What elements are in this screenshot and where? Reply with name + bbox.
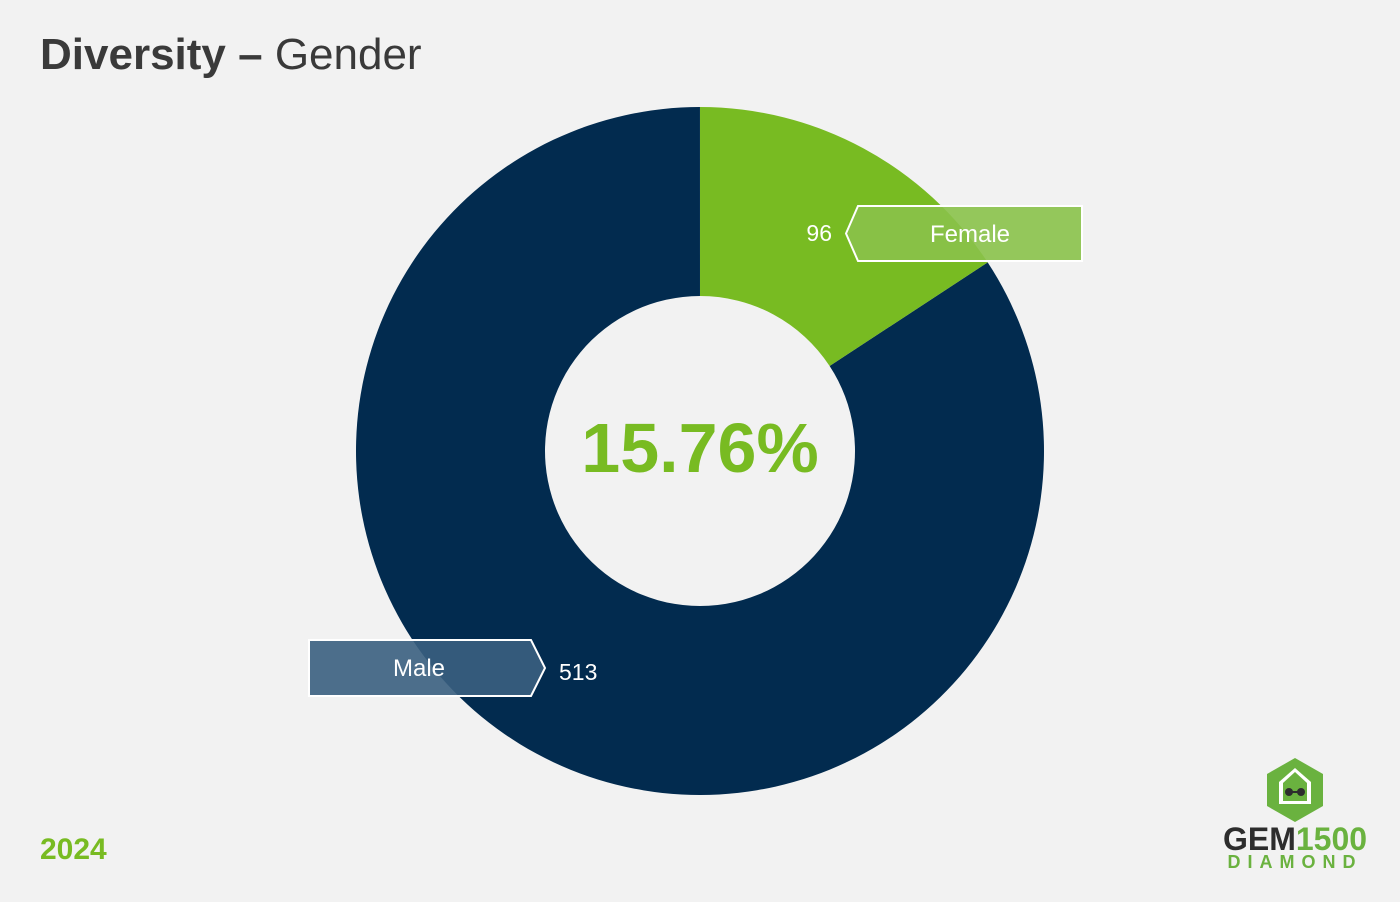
female-callout-tag — [844, 205, 1083, 262]
page-title: Diversity – Gender — [40, 30, 422, 80]
male-value-label: 513 — [559, 659, 597, 685]
year-label: 2024 — [40, 833, 107, 866]
logo-brand: GEM — [1222, 821, 1296, 857]
house-hexagon-icon — [1267, 758, 1323, 822]
female-callout: Female 96 — [806, 205, 1083, 262]
gem-logo: GEM1500 DIAMOND — [1210, 756, 1380, 886]
male-callout-tag — [308, 639, 547, 697]
female-value-label: 96 — [806, 220, 832, 246]
male-callout-label: Male — [393, 655, 445, 682]
male-callout: Male 513 — [308, 639, 597, 697]
center-percentage-label: 15.76% — [581, 409, 818, 487]
slice-female — [700, 107, 988, 367]
slice-male — [356, 107, 1044, 796]
logo-wordmark: GEM1500 — [1210, 822, 1380, 856]
logo-tier: DIAMOND — [1227, 852, 1363, 872]
female-callout-label: Female — [930, 221, 1010, 248]
page-title-bold: Diversity – — [40, 30, 263, 79]
logo-number: 1500 — [1295, 821, 1368, 857]
page-title-light: Gender — [274, 30, 422, 79]
